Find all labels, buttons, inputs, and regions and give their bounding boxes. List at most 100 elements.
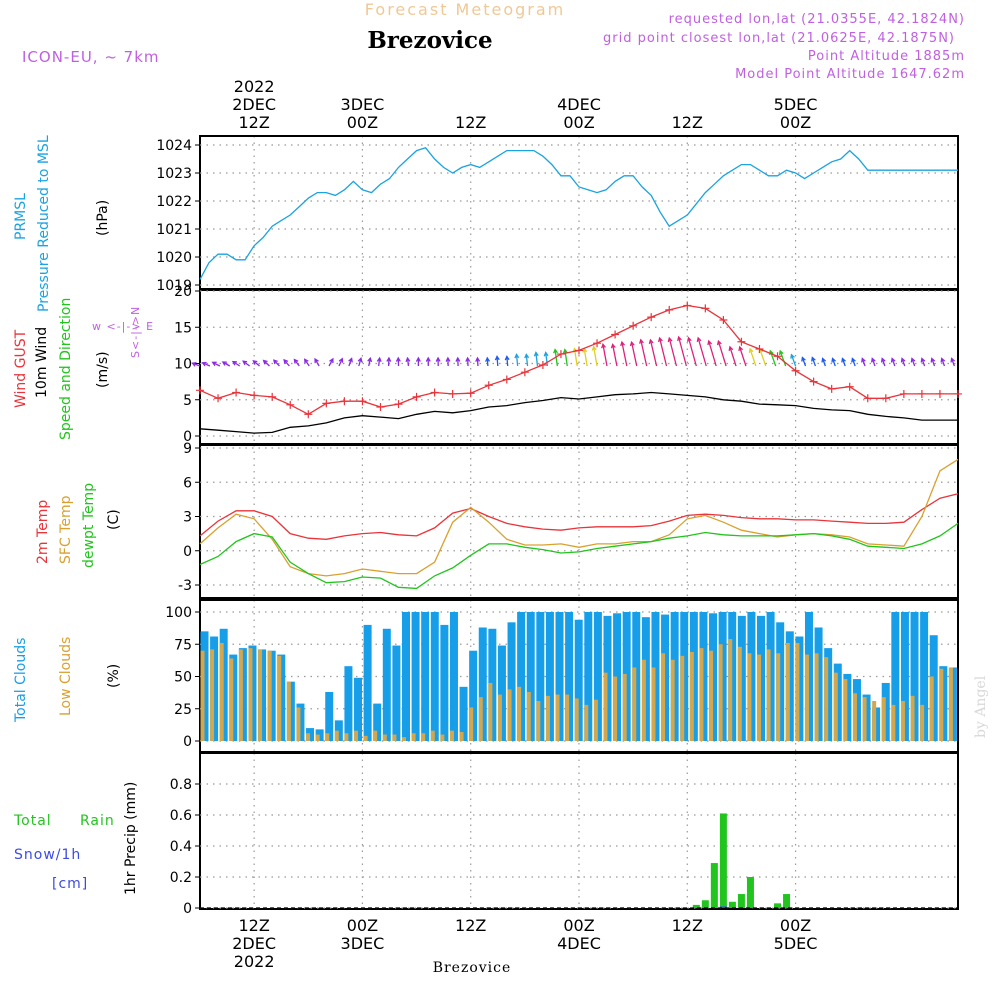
total-cloud-bar [248, 645, 257, 741]
low-cloud-bar [258, 649, 263, 741]
y-tick-label: 0.6 [170, 808, 192, 824]
total-cloud-bar [517, 612, 526, 741]
wind-arrow [749, 348, 757, 367]
total-cloud-bar [584, 612, 593, 741]
wind-compass-ns: S<-|->N [129, 306, 142, 358]
t2m-line [199, 493, 959, 540]
low-cloud-bar [469, 707, 474, 741]
low-cloud-bar [804, 654, 809, 741]
y-tick-label: 50 [174, 670, 192, 686]
wind-arrow [545, 352, 549, 367]
rain-bar [737, 894, 745, 908]
wind-speed-line [199, 391, 958, 434]
wind-arrow-head [329, 357, 334, 363]
wind-arrow-head [395, 356, 401, 362]
wind-arrow-head [686, 336, 692, 342]
y-tick-label: 1020 [156, 250, 192, 266]
total-cloud-bar [382, 628, 391, 741]
low-cloud-bar [536, 701, 541, 741]
low-cloud-bar [824, 657, 829, 741]
time-label: 00Z [347, 113, 378, 132]
dewpoint-line [199, 522, 959, 590]
wind-arrow-head [415, 356, 421, 362]
wind-arrow-head [543, 351, 549, 357]
wind-arrow [697, 337, 707, 367]
y-tick-label: 1022 [156, 194, 192, 210]
wind-arrow-head [533, 351, 539, 357]
wind-arrow-head [425, 356, 431, 362]
wind-gust-markers [196, 301, 962, 419]
time-label: 3DEC [341, 934, 385, 953]
gust-marker [701, 304, 710, 313]
y-tick-label: -3 [178, 578, 192, 594]
wind-arrow-head [465, 356, 471, 362]
total-cloud-bar [526, 612, 535, 741]
gust-marker [647, 313, 656, 322]
wind-arrow-head [821, 357, 827, 363]
time-label: 5DEC [774, 95, 818, 114]
wind-label-gust: Wind GUST [13, 329, 29, 408]
total-cloud-bar [565, 612, 574, 741]
low-cloud-bar [574, 698, 579, 741]
wind-arrow-head [639, 338, 644, 344]
low-cloud-bar [584, 704, 589, 741]
low-cloud-bar [910, 695, 915, 741]
wind-arrow-head [861, 357, 866, 363]
wind-arrow-head [201, 361, 207, 367]
pressure-line [199, 147, 958, 280]
wind-arrow [759, 348, 767, 367]
pressure-label-prmsl: PRMSL [13, 193, 29, 240]
low-cloud-bar [248, 648, 253, 741]
low-cloud-bar [699, 648, 704, 741]
total-cloud-bar [920, 612, 929, 741]
model-label: ICON-EU, ~ 7km [22, 48, 160, 66]
low-cloud-bar [334, 730, 339, 741]
y-tick-label: 5 [183, 393, 192, 409]
low-cloud-bar [757, 654, 762, 741]
low-cloud-bar [296, 707, 301, 741]
clouds-label-low: Low Clouds [58, 637, 74, 716]
low-cloud-bar [459, 731, 464, 741]
rain-bars [200, 813, 958, 909]
wind-arrow-head [435, 356, 441, 362]
time-label: 12Z [238, 113, 269, 132]
gust-marker [376, 403, 385, 411]
pressure-y-ticks: 1019 1020 1021 1022 1023 1024 [156, 138, 958, 294]
total-cloud-bar [401, 612, 410, 741]
gust-marker [538, 360, 547, 369]
y-tick-label: 0 [183, 544, 192, 560]
low-cloud-bar [852, 693, 857, 741]
wind-arrow-head [348, 357, 353, 363]
low-cloud-bar [709, 650, 714, 741]
precip-frame [199, 752, 959, 910]
point-altitude: Point Altitude 1885m [808, 49, 965, 64]
pressure-label-desc: Pressure Reduced to MSL [36, 135, 52, 312]
rain-bar [701, 900, 709, 908]
wind-arrow-head [504, 355, 510, 361]
y-tick-label: 0.8 [170, 777, 192, 793]
rain-bar [710, 863, 718, 908]
y-tick-label: 0 [183, 734, 192, 750]
time-label: 12Z [672, 113, 703, 132]
y-tick-label: 1024 [156, 138, 192, 154]
y-tick-label: 15 [174, 320, 192, 336]
temp-y-ticks: -3 0 3 6 9 [178, 441, 958, 594]
gust-marker [322, 399, 331, 408]
wind-arrow-head [601, 343, 606, 349]
wind-arrow-head [252, 360, 258, 365]
gust-marker [268, 392, 277, 401]
wind-arrow-head [494, 355, 500, 361]
low-cloud-bar [277, 655, 282, 741]
wind-arrow-head [748, 347, 754, 354]
gust-marker [412, 392, 421, 401]
time-label: 00Z [563, 916, 594, 935]
total-cloud-bar [555, 612, 564, 741]
y-tick-label: 3 [183, 510, 192, 526]
y-tick-label: 25 [174, 702, 192, 718]
low-cloud-bar [555, 694, 560, 741]
wind-arrow-head [811, 356, 816, 362]
wind-arrow-head [716, 339, 722, 346]
wind-arrow-head [880, 357, 886, 363]
y-tick-label: 1019 [156, 278, 192, 294]
wind-arrow-head [677, 335, 682, 342]
